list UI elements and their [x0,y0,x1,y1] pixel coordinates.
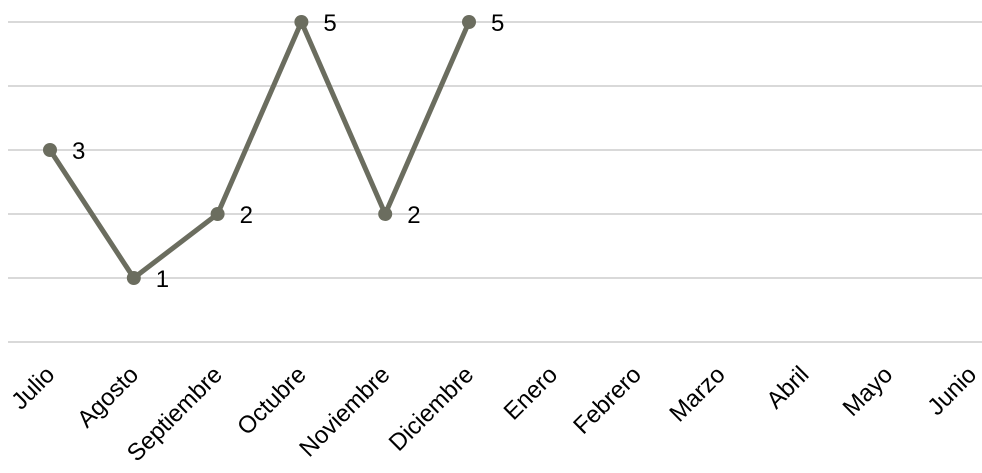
x-tick-label: Julio [6,361,60,415]
x-tick-label: Abril [761,361,814,414]
data-point [462,15,476,29]
data-label: 1 [156,266,169,293]
x-tick-label: Enero [499,361,563,425]
x-tick-label: Noviembre [294,361,395,462]
x-tick-label: Marzo [664,361,730,427]
data-label: 2 [240,202,253,229]
x-tick-label: Octubre [232,361,311,440]
data-label: 5 [323,10,336,37]
x-tick-label: Junio [922,361,982,421]
data-label: 3 [72,138,85,165]
x-tick-label: Febrero [568,361,647,440]
x-tick-label: Mayo [838,361,899,422]
data-point [378,207,392,221]
gridlines [8,22,982,342]
data-point [127,271,141,285]
data-label: 5 [491,10,504,37]
x-tick-label: Diciembre [384,361,479,456]
data-point [43,143,57,157]
data-label: 2 [407,202,420,229]
data-point [211,207,225,221]
data-point [294,15,308,29]
x-tick-label: Agosto [72,361,144,433]
